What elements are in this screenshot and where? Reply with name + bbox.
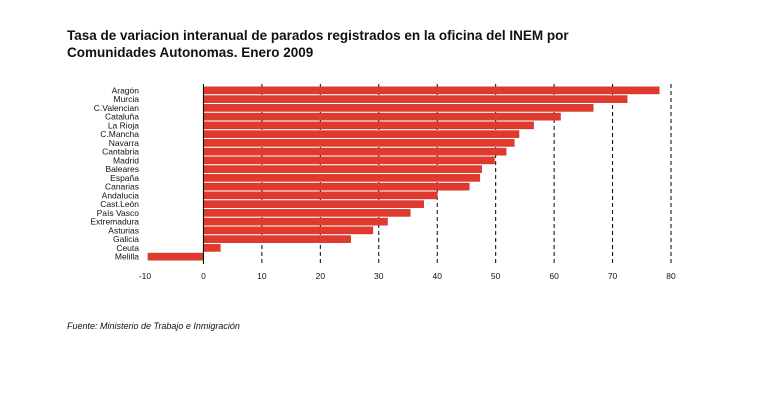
x-tick-label: 60 <box>549 271 559 281</box>
category-label: Melilla <box>115 252 139 262</box>
bar-extremadura <box>203 217 388 226</box>
bar-cast-león <box>203 200 424 208</box>
chart-title: Tasa de variacion interanual de parados … <box>67 28 569 60</box>
bar-melilla <box>147 252 204 261</box>
category-label: C.Mancha <box>100 129 139 139</box>
bars <box>147 86 660 261</box>
x-tick-label: 0 <box>201 271 206 281</box>
category-label: Navarra <box>109 138 140 148</box>
category-label: Cast.León <box>100 199 139 209</box>
bar-navarra <box>203 139 515 147</box>
bar-galicia <box>203 235 351 243</box>
bar-país-vasco <box>203 209 411 217</box>
category-label: País Vasco <box>97 208 140 218</box>
x-tick-label: 30 <box>374 271 384 281</box>
bar-murcia <box>203 95 628 103</box>
bar-andalucia <box>203 191 438 200</box>
bar-baleares <box>203 165 482 173</box>
category-label: Cantabria <box>102 147 139 157</box>
category-label: Asturias <box>108 225 139 235</box>
category-label: Andalucia <box>102 190 140 200</box>
category-label: C.Valencian <box>94 103 139 113</box>
category-label: Galicia <box>113 234 139 244</box>
bar-la-rioja <box>203 121 534 130</box>
bar-ceuta <box>203 244 221 252</box>
category-label: Canarias <box>105 182 139 192</box>
category-label: Madrid <box>113 155 139 165</box>
bar-asturias <box>203 226 374 235</box>
x-tick-label: 20 <box>316 271 326 281</box>
x-tick-label: 80 <box>666 271 676 281</box>
bar-c-valencian <box>203 104 594 112</box>
x-tick-label: 50 <box>491 271 501 281</box>
category-label: Extremadura <box>90 217 139 227</box>
x-tick-label: -10 <box>139 271 152 281</box>
bar-canarias <box>203 182 470 191</box>
x-tick-label: 70 <box>608 271 618 281</box>
category-label: Murcia <box>113 94 139 104</box>
bar-c-mancha <box>203 130 520 138</box>
source-note: Fuente: Ministerio de Trabajo e Inmigrac… <box>67 321 240 331</box>
bar-aragón <box>203 86 660 95</box>
bar-madrid <box>203 156 495 165</box>
bar-cantabria <box>203 147 507 156</box>
category-label: Baleares <box>105 164 139 174</box>
category-label: Cataluña <box>105 112 139 122</box>
category-label: Ceuta <box>116 243 139 253</box>
x-tick-labels: -10 0 10 20 30 40 50 60 70 80 <box>139 271 676 281</box>
x-tick-label: 10 <box>257 271 267 281</box>
bar-españa <box>203 174 481 182</box>
category-label: España <box>110 173 139 183</box>
x-tick-label: 40 <box>432 271 442 281</box>
category-label: La Rioja <box>108 120 139 130</box>
category-label: Aragón <box>112 85 140 95</box>
bar-cataluña <box>203 112 561 121</box>
